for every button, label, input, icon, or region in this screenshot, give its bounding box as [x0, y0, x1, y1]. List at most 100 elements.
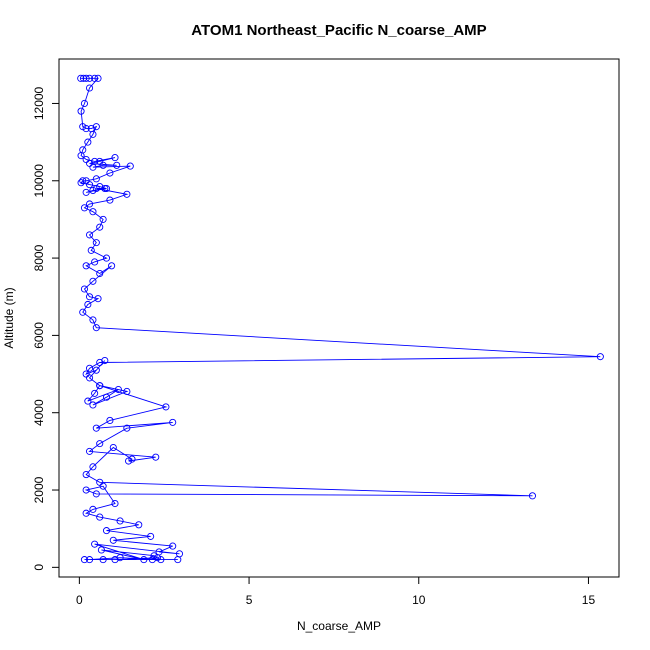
data-point [528, 492, 537, 500]
data-point [80, 99, 89, 108]
data-point [96, 382, 104, 390]
data-point [92, 123, 100, 131]
data-point [85, 364, 94, 372]
data-point [77, 107, 85, 115]
data-point [169, 418, 177, 426]
y-tick-label: 8000 [32, 244, 46, 271]
data-point [153, 554, 161, 562]
data-point [96, 183, 104, 191]
data-point [85, 74, 94, 82]
y-tick-label: 10000 [32, 164, 46, 198]
data-point [92, 175, 100, 183]
data-point [96, 440, 104, 448]
data-point [102, 254, 111, 262]
data-point [82, 486, 90, 494]
data-point [140, 556, 148, 564]
data-point [150, 552, 158, 560]
data-point [80, 204, 89, 212]
data-point [135, 521, 143, 529]
data-point [109, 443, 117, 452]
data-point [79, 308, 87, 316]
data-point [91, 540, 99, 548]
data-point [82, 188, 90, 196]
data-point [84, 397, 92, 405]
data-point [111, 556, 119, 564]
data-point [108, 262, 116, 270]
data-point [82, 74, 90, 82]
data-point [89, 130, 97, 138]
data-point [85, 84, 94, 92]
data-point [89, 208, 97, 216]
data-point [99, 161, 107, 169]
data-point [92, 184, 100, 193]
data-point [87, 246, 95, 254]
data-point [89, 277, 97, 285]
data-point [106, 196, 114, 204]
data-point [92, 424, 100, 432]
data-point [111, 500, 119, 508]
data-point [79, 177, 87, 185]
data-point [80, 556, 89, 564]
data-point [99, 215, 107, 223]
data-point [101, 184, 109, 193]
data-point [77, 152, 85, 160]
data-point [84, 138, 92, 146]
data-point [84, 300, 92, 309]
data-point [96, 358, 104, 367]
data-point [85, 556, 94, 564]
y-tick-label: 12000 [32, 86, 46, 120]
data-point [77, 74, 85, 82]
data-point [116, 554, 124, 562]
data-point [101, 356, 109, 365]
data-point [109, 536, 117, 544]
data-point [96, 513, 104, 521]
data-point [80, 285, 89, 293]
y-tick-label: 2000 [32, 476, 46, 503]
data-point [85, 293, 94, 301]
data-point [85, 447, 94, 455]
data-point [89, 401, 97, 409]
data-point [157, 556, 165, 564]
data-point [128, 455, 136, 463]
data-point [111, 154, 119, 162]
data-point [99, 482, 107, 490]
y-tick-label: 4000 [32, 399, 46, 426]
data-point [123, 424, 131, 432]
data-point [92, 490, 100, 498]
x-axis: 0 5 10 15 [76, 576, 595, 607]
chart-title: ATOM1 Northeast_Pacific N_coarse_AMP [191, 22, 486, 39]
data-point [89, 186, 97, 194]
data-point [82, 509, 90, 517]
data-point [596, 353, 604, 361]
data-point [94, 74, 102, 82]
data-point [102, 527, 111, 535]
y-tick-label: 0 [32, 564, 46, 571]
x-tick-label: 0 [76, 593, 83, 607]
data-point [79, 123, 87, 131]
data-point [89, 463, 97, 471]
y-axis: 0 2000 4000 6000 8000 10000 12000 [32, 86, 60, 571]
data-point [77, 179, 85, 187]
data-point [125, 457, 133, 465]
data-point [96, 269, 104, 278]
data-point [147, 532, 155, 540]
series-layer [77, 74, 604, 564]
plot-frame [58, 58, 620, 578]
data-point [152, 453, 160, 461]
data-point [85, 181, 94, 189]
data-point [123, 190, 131, 198]
data-point [99, 556, 107, 564]
data-point [91, 258, 99, 266]
data-point [113, 161, 121, 169]
data-point [102, 393, 111, 401]
data-point [92, 324, 100, 332]
data-point [116, 517, 124, 525]
data-point [82, 262, 90, 270]
data-point [97, 546, 105, 554]
data-point [89, 316, 97, 324]
data-point [85, 200, 94, 208]
x-tick-label: 10 [412, 593, 426, 607]
data-point [106, 416, 114, 424]
data-point [91, 389, 99, 397]
